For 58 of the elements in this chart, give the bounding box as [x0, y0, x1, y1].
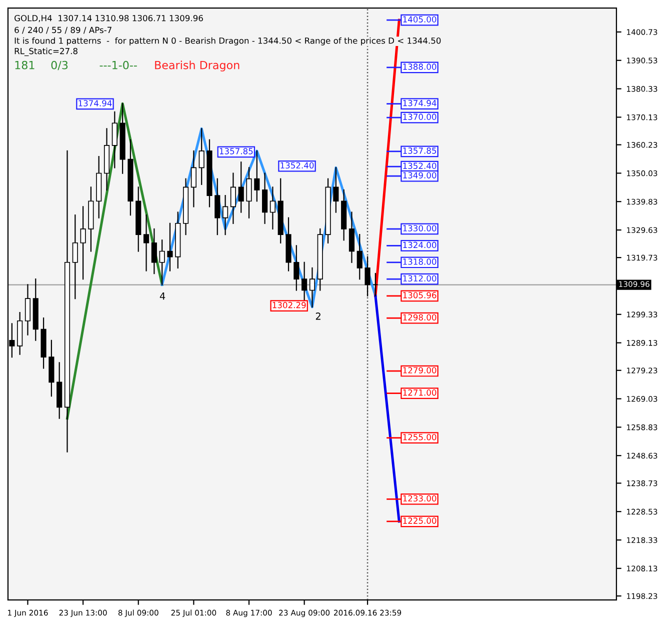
ref-line-label: 1271.00	[403, 389, 436, 396]
candlestick	[72, 214, 78, 300]
ref-line-label: 1312.00	[403, 275, 436, 282]
annotation: 1352.40	[280, 162, 314, 169]
annotation: 181	[15, 60, 34, 70]
candlestick	[159, 240, 165, 286]
ref-line-label: 1388.00	[403, 64, 436, 70]
annotation: It is found 1 patterns - for pattern N 0 - Bearish Dragon - 1344.50 < Range of the prices D < 1344.50	[14, 37, 441, 46]
candlestick	[262, 172, 268, 224]
text: GOLD,H4 1307.14 1310.98 1306.71 1309.96	[14, 14, 203, 22]
candlestick	[254, 150, 260, 202]
candlestick	[222, 194, 228, 236]
annotation: Bearish Dragon	[155, 60, 240, 72]
ref-line-label: 1255.00	[403, 434, 436, 440]
candlestick	[198, 128, 204, 185]
candlestick	[309, 267, 316, 308]
annotation: ---1-0--	[100, 60, 137, 70]
annotation: 4	[160, 292, 166, 300]
candlestick	[214, 178, 220, 236]
candlestick	[190, 150, 196, 208]
candlestick	[151, 228, 157, 274]
ref-line-label: 1298.00	[403, 314, 436, 321]
candlestick	[333, 167, 339, 213]
annotation: 0/3	[51, 60, 68, 70]
ref-line-label: 1352.40	[403, 162, 436, 169]
annotation: 1357.85	[220, 148, 253, 154]
ref-line-label: 1370.00	[403, 114, 436, 120]
ref-line-label: 1330.00	[403, 225, 436, 232]
candlestick	[143, 214, 150, 272]
ref-line-label: 1374.94	[403, 100, 436, 106]
annotation: 1302.29	[272, 302, 306, 308]
ref-line-label: 1279.00	[403, 367, 436, 374]
candlestick	[80, 206, 86, 280]
candlestick	[24, 284, 31, 336]
ref-line-label: 1233.00	[403, 495, 436, 502]
candlestick	[364, 256, 370, 296]
ref-line-label: 1318.00	[403, 258, 436, 265]
ref-line-label: 1357.85	[403, 148, 436, 154]
candlestick	[302, 262, 308, 302]
candlestick	[112, 111, 118, 168]
candlestick	[238, 162, 244, 213]
candlestick	[348, 212, 355, 263]
ref-line-label: 1405.00	[403, 16, 436, 22]
ref-line-label: 1225.00	[403, 518, 436, 524]
candlestick	[294, 245, 300, 291]
candlestick	[246, 167, 252, 218]
annotation: 2	[316, 312, 320, 320]
candlestick	[372, 272, 378, 296]
ref-line-label: 1324.00	[403, 242, 436, 248]
ref-line-label: 1305.96	[403, 292, 436, 298]
candlestick	[230, 172, 236, 224]
candlestick	[270, 186, 276, 230]
annotation: RL_Static=27.8	[14, 48, 78, 56]
annotation: 6 / 240 / 55 / 89 / APs-7	[14, 26, 112, 34]
candlestick	[356, 234, 362, 280]
candlestick	[167, 222, 173, 272]
annotation: 1374.94	[78, 100, 112, 106]
ref-line-label: 1349.00	[403, 172, 436, 178]
